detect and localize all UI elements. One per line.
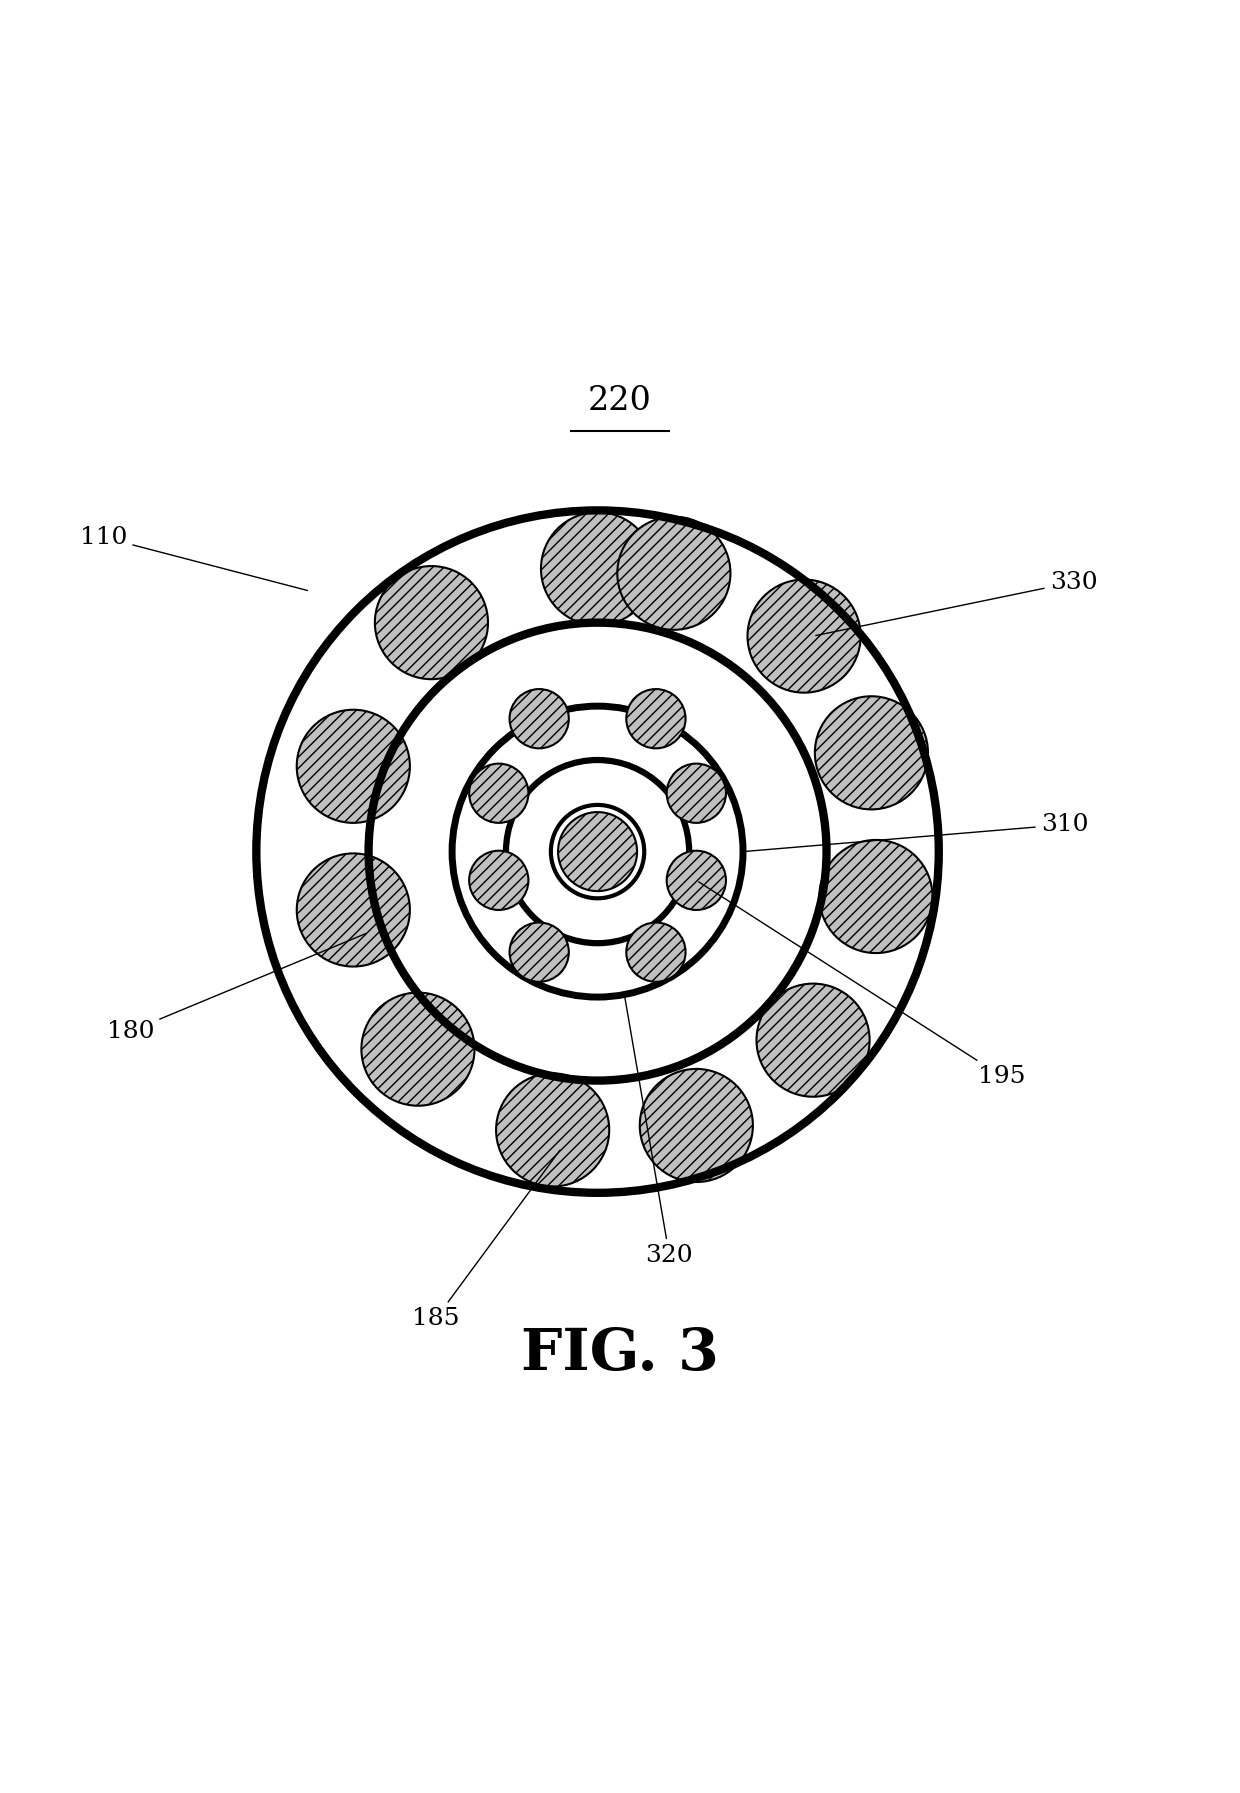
- Circle shape: [361, 993, 475, 1106]
- Text: 310: 310: [745, 814, 1089, 852]
- Circle shape: [510, 689, 569, 748]
- Circle shape: [469, 764, 528, 823]
- Circle shape: [296, 710, 410, 823]
- Text: 195: 195: [698, 882, 1025, 1088]
- Circle shape: [667, 850, 725, 911]
- Circle shape: [815, 696, 928, 809]
- Circle shape: [820, 839, 932, 954]
- Circle shape: [626, 923, 686, 983]
- Text: 330: 330: [816, 570, 1097, 635]
- Text: 180: 180: [107, 934, 366, 1044]
- Circle shape: [496, 1074, 609, 1187]
- Circle shape: [374, 567, 489, 680]
- Circle shape: [640, 1069, 753, 1182]
- Text: 220: 220: [588, 385, 652, 416]
- Circle shape: [558, 812, 637, 891]
- Circle shape: [626, 689, 686, 748]
- Text: 185: 185: [412, 1149, 560, 1330]
- Text: FIG. 3: FIG. 3: [521, 1327, 719, 1382]
- Circle shape: [667, 764, 725, 823]
- Circle shape: [748, 579, 861, 692]
- Circle shape: [510, 923, 569, 983]
- Text: 320: 320: [625, 999, 693, 1268]
- Circle shape: [756, 984, 869, 1097]
- Circle shape: [618, 516, 730, 629]
- Circle shape: [296, 853, 410, 966]
- Text: 110: 110: [81, 525, 308, 590]
- Circle shape: [541, 513, 655, 626]
- Circle shape: [469, 850, 528, 911]
